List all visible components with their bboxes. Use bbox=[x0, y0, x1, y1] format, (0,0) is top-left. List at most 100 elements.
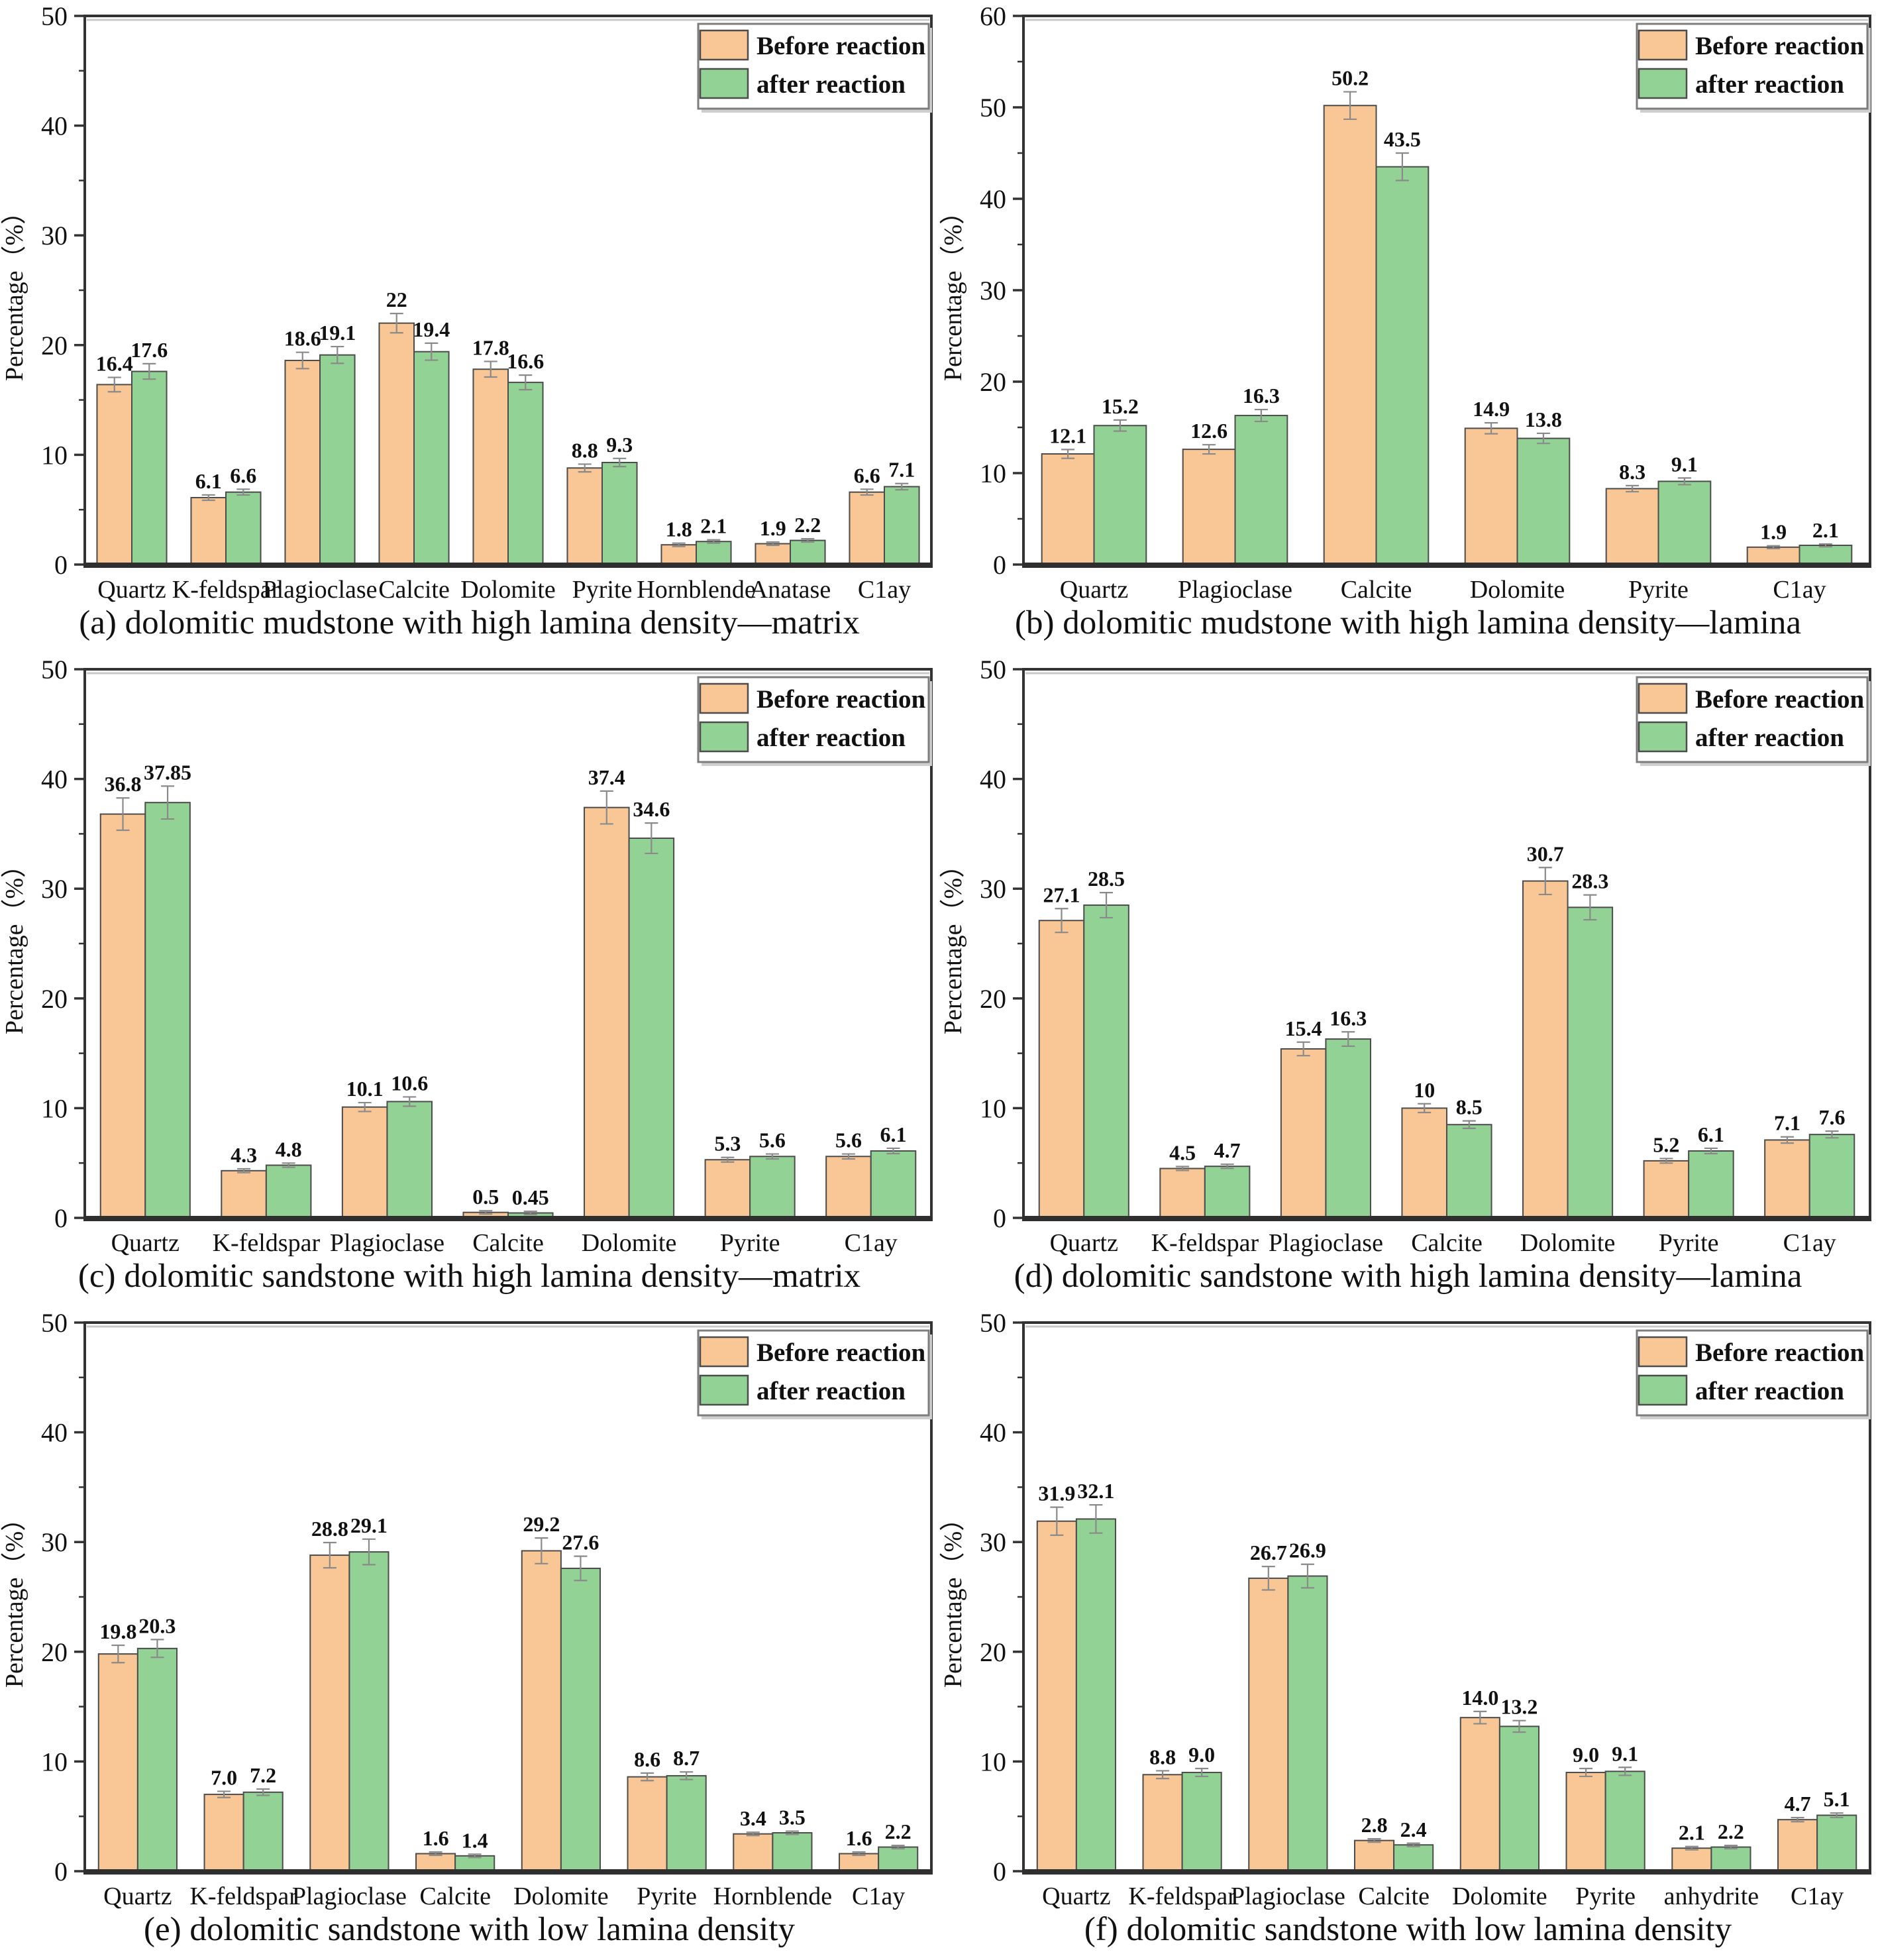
bar-value-label: 28.5 bbox=[1088, 867, 1125, 891]
y-tick-label: 10 bbox=[980, 1093, 1006, 1123]
x-category-label: Dolomite bbox=[513, 1882, 609, 1910]
bar-after-plagioclase bbox=[1325, 1038, 1371, 1219]
bar-before-c1ay bbox=[839, 1853, 880, 1873]
legend-swatch-after bbox=[1638, 721, 1688, 753]
bar-before-pyrite bbox=[1605, 488, 1659, 566]
bar-value-label: 43.5 bbox=[1384, 127, 1421, 151]
y-axis-title: Percentage（%） bbox=[939, 1506, 967, 1688]
bar-value-label: 37.85 bbox=[144, 760, 191, 784]
y-tick-label: 20 bbox=[980, 367, 1006, 397]
bar-value-label: 8.3 bbox=[1619, 460, 1645, 484]
bar-before-k-feldspar bbox=[203, 1794, 244, 1873]
x-category-label: Dolomite bbox=[1520, 1229, 1616, 1257]
y-tick-label: 10 bbox=[41, 440, 68, 470]
y-tick-label: 10 bbox=[41, 1093, 68, 1123]
bar-value-label: 29.1 bbox=[350, 1513, 388, 1537]
bar-before-pyrite bbox=[566, 467, 603, 565]
bar-after-dolomite bbox=[1498, 1725, 1539, 1873]
error-bars-group bbox=[1061, 91, 1832, 549]
bar-value-label: 5.6 bbox=[835, 1128, 862, 1152]
x-category-label: Dolomite bbox=[460, 576, 556, 604]
bar-value-label: 2.1 bbox=[700, 514, 727, 538]
bar-value-label: 16.3 bbox=[1243, 384, 1280, 408]
bar-before-plagioclase bbox=[341, 1106, 388, 1219]
bar-value-label: 9.1 bbox=[1612, 1741, 1638, 1765]
x-category-label: Pyrite bbox=[1659, 1229, 1719, 1257]
bar-value-label: 26.9 bbox=[1289, 1539, 1326, 1562]
bar-value-label: 13.8 bbox=[1525, 408, 1562, 431]
y-tick-label: 50 bbox=[41, 1, 68, 31]
bar-value-label: 6.6 bbox=[230, 463, 256, 487]
y-axis-title: Percentage（%） bbox=[1, 1506, 28, 1688]
bar-before-pyrite bbox=[627, 1776, 668, 1872]
bar-value-label: 16.3 bbox=[1330, 1006, 1367, 1030]
y-tick-label: 30 bbox=[980, 874, 1006, 904]
bar-after-dolomite bbox=[1567, 906, 1614, 1219]
bar-value-label: 4.8 bbox=[276, 1137, 302, 1161]
bar-value-label: 22 bbox=[386, 288, 407, 311]
legend: Before reaction after reaction bbox=[1636, 1329, 1871, 1419]
bar-value-label: 10.6 bbox=[391, 1071, 428, 1095]
y-tick-label: 20 bbox=[980, 1637, 1006, 1667]
bar-value-label: 19.1 bbox=[319, 321, 356, 345]
y-tick-label: 20 bbox=[41, 331, 68, 360]
bar-value-label: 28.8 bbox=[311, 1517, 348, 1541]
bar-after-pyrite bbox=[749, 1156, 796, 1219]
legend-swatch-after bbox=[1638, 1374, 1688, 1406]
value-labels-group: 36.8 37.85 4.3 4.8 10.1 10.6 0.5 0.45 37.4 34.6 5.… bbox=[105, 760, 907, 1209]
bar-value-label: 34.6 bbox=[633, 797, 670, 821]
bar-value-label: 9.0 bbox=[1573, 1743, 1599, 1767]
y-tick-label: 50 bbox=[41, 655, 68, 684]
bar-value-label: 30.7 bbox=[1527, 842, 1564, 865]
bar-after-c1ay bbox=[870, 1150, 917, 1219]
legend: Before reaction after reaction bbox=[1636, 23, 1871, 113]
bar-before-calcite bbox=[378, 322, 415, 565]
bar-before-quartz bbox=[96, 384, 133, 566]
legend-swatch-before bbox=[1638, 682, 1688, 714]
bar-after-k-feldspar bbox=[242, 1791, 284, 1873]
bar-before-dolomite bbox=[1459, 1717, 1500, 1872]
chart-panel-c: 0 10 20 30 40 50 Percentage（%） 36.8 37.85 4.3 4.8 1… bbox=[0, 653, 939, 1307]
bar-value-label: 15.2 bbox=[1102, 394, 1139, 418]
y-tick-label: 20 bbox=[41, 984, 68, 1014]
panel-caption: (e) dolomitic sandstone with low lamina … bbox=[144, 1911, 795, 1948]
bar-before-plagioclase bbox=[309, 1554, 350, 1872]
panel-caption: (f) dolomitic sandstone with low lamina … bbox=[1084, 1911, 1732, 1948]
x-category-label: Calcite bbox=[419, 1882, 491, 1910]
bar-value-label: 12.6 bbox=[1190, 419, 1227, 443]
legend-swatch-before bbox=[699, 682, 749, 714]
x-category-label: K-feldspar bbox=[189, 1882, 297, 1910]
bar-value-label: 2.4 bbox=[1400, 1818, 1427, 1841]
legend: Before reaction after reaction bbox=[697, 23, 932, 113]
bar-value-label: 12.1 bbox=[1049, 423, 1086, 447]
y-tick-label: 0 bbox=[54, 550, 68, 580]
bar-after-c1ay bbox=[1808, 1134, 1855, 1219]
bar-value-label: 7.0 bbox=[211, 1765, 237, 1789]
chart-svg-e: 0 10 20 30 40 50 Percentage（%） 19.8 20.3 7.0 7.2 28… bbox=[1, 1308, 933, 1948]
bar-value-label: 6.1 bbox=[880, 1122, 906, 1146]
x-category-label: Calcite bbox=[378, 576, 450, 604]
bars-group bbox=[96, 322, 920, 566]
legend-label: Before reaction bbox=[1695, 685, 1865, 714]
legend-swatch-after bbox=[699, 721, 749, 753]
chart-panel-d: 0 10 20 30 40 50 Percentage（%） 27.1 28.5 4.5 4.7 15… bbox=[939, 653, 1878, 1307]
y-tick-label: 40 bbox=[980, 765, 1006, 794]
y-tick-label: 0 bbox=[993, 550, 1006, 580]
bar-value-label: 1.6 bbox=[423, 1826, 449, 1850]
bar-value-label: 2.2 bbox=[1718, 1820, 1744, 1843]
bar-value-label: 6.1 bbox=[195, 469, 222, 493]
bar-before-calcite bbox=[415, 1853, 456, 1873]
bar-after-k-feldspar bbox=[1181, 1771, 1222, 1873]
chart-svg-f: 0 10 20 30 40 50 Percentage（%） 31.9 32.1 8.8 9.0 26… bbox=[939, 1308, 1871, 1948]
bar-before-k-feldspar bbox=[1142, 1774, 1183, 1872]
bar-before-quartz bbox=[97, 1653, 138, 1872]
y-tick-label: 10 bbox=[41, 1747, 68, 1776]
y-axis-title: Percentage（%） bbox=[939, 853, 967, 1034]
legend-swatch-after bbox=[699, 1374, 749, 1406]
bar-before-quartz bbox=[1038, 920, 1085, 1219]
bar-after-calcite bbox=[1393, 1844, 1434, 1872]
x-category-label: Dolomite bbox=[582, 1229, 677, 1257]
